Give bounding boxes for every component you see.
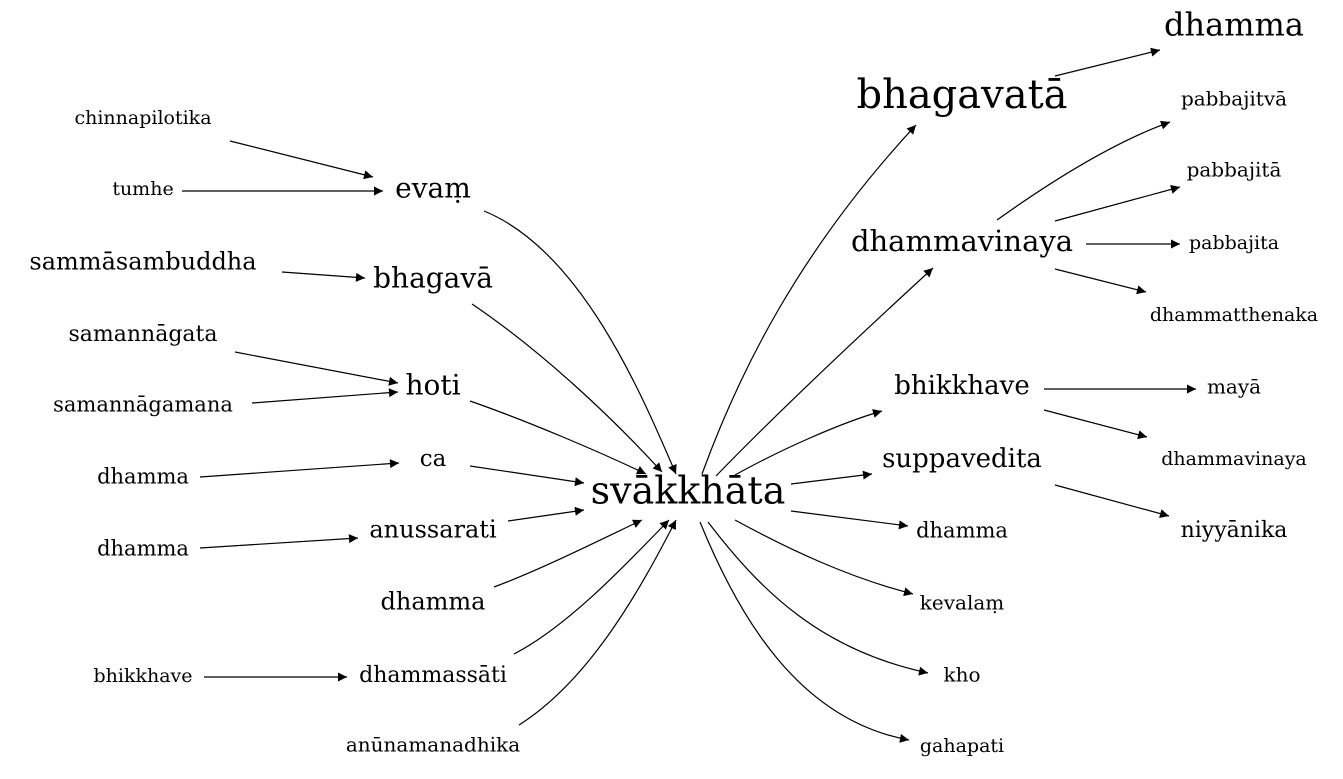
node-dhammatthenaka: dhammatthenaka	[1150, 304, 1318, 326]
node-dhammavinaya-small: dhammavinaya	[1161, 448, 1307, 470]
edge-dhamma3-svakkhata	[493, 519, 643, 588]
node-dhamma-left-3: dhamma	[381, 588, 486, 616]
node-tumhe: tumhe	[112, 178, 173, 200]
node-ca: ca	[420, 446, 447, 472]
node-suppavedita: suppavedita	[882, 444, 1042, 474]
edge-suppavedita-niyyanika	[1054, 484, 1170, 518]
node-dhamma-right: dhamma	[916, 519, 1008, 543]
node-dhamma-left-1: dhamma	[97, 465, 189, 489]
edge-anussarati-svakkhata	[507, 506, 585, 522]
node-samannagamana: samannāgamana	[53, 393, 233, 417]
node-dhammassati: dhammassāti	[359, 663, 507, 688]
edge-ca-svakkhata	[469, 465, 585, 487]
node-kho: kho	[943, 663, 980, 687]
node-samannagata: samannāgata	[69, 322, 218, 347]
edge-bhikkhave-dhammavinaya	[1043, 409, 1148, 440]
node-evam: evaṃ	[395, 172, 471, 205]
node-kevalam: kevalaṃ	[920, 591, 1004, 615]
node-anussarati: anussarati	[369, 516, 497, 544]
node-pabbajita-long: pabbajitā	[1187, 158, 1282, 182]
node-bhikkhave-right: bhikkhave	[894, 371, 1030, 401]
node-dhamma-right-top: dhamma	[1164, 6, 1304, 44]
edge-dhammavinaya-dhammatthenaka	[1054, 268, 1147, 295]
node-svakkhata: svākkhāta	[591, 469, 786, 513]
node-maya: mayā	[1207, 375, 1261, 399]
edge-svakkhata-dhammavinaya	[715, 267, 934, 477]
node-pabbajita: pabbajita	[1189, 232, 1279, 254]
node-pabbajitva: pabbajitvā	[1181, 87, 1287, 111]
edge-dhammavinaya-pabbajitva	[996, 120, 1171, 221]
edge-chinnapilotika-evam	[229, 140, 374, 180]
edge-samannagamana-hoti	[251, 388, 399, 404]
edge-anunamanadhika-svakkhata	[518, 519, 677, 726]
edge-dhammavinaya-pabbajita-long	[1054, 185, 1181, 222]
node-dhammavinaya: dhammavinaya	[851, 224, 1073, 258]
edge-evam-svakkhata	[483, 210, 677, 475]
edge-svakkhata-gahapati	[699, 521, 910, 743]
node-dhamma-left-2: dhamma	[97, 537, 189, 561]
edge-hoti-svakkhata	[469, 400, 647, 475]
edge-bhagava-svakkhata	[471, 303, 663, 473]
edge-sammasambuddha-bhagava	[281, 271, 366, 282]
edges	[182, 47, 1196, 743]
node-hoti: hoti	[405, 369, 460, 402]
nodes: chinnapilotika tumhe evaṃ sammāsambuddha…	[29, 6, 1318, 758]
edge-svakkhata-suppavedita	[790, 470, 873, 485]
node-bhagavata: bhagavatā	[856, 72, 1067, 118]
edge-svakkhata-kevalam	[734, 519, 914, 597]
edge-dhamma1-ca	[199, 459, 400, 478]
node-bhagava: bhagavā	[373, 262, 493, 295]
edge-bhagavata-dhamma	[1054, 47, 1161, 77]
edge-dhammassati-svakkhata	[513, 519, 670, 655]
edge-svakkhata-bhagavata	[701, 124, 917, 475]
node-sammasambuddha: sammāsambuddha	[29, 248, 256, 276]
edge-dhamma2-anussarati	[199, 534, 359, 549]
edge-svakkhata-kho	[707, 521, 929, 676]
node-niyyanika: niyyānika	[1181, 518, 1288, 543]
edge-samannagata-hoti	[234, 351, 399, 386]
node-chinnapilotika: chinnapilotika	[74, 107, 211, 129]
node-anunamanadhika: anūnamanadhika	[346, 733, 520, 757]
node-bhikkhave-left: bhikkhave	[93, 665, 192, 687]
edge-svakkhata-dhamma	[790, 510, 909, 530]
edge-svakkhata-bhikkhave	[734, 409, 883, 476]
node-gahapati: gahapati	[920, 735, 1004, 757]
